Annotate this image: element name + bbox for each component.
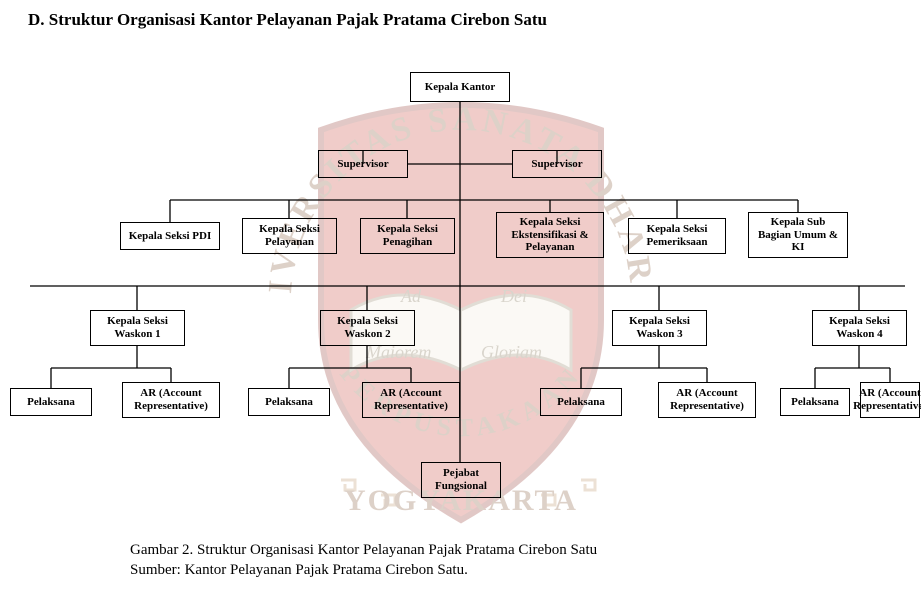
node-ar3: AR (Account Representative) bbox=[658, 382, 756, 418]
svg-text:Dei: Dei bbox=[500, 286, 527, 306]
node-waskon2: Kepala Seksi Waskon 2 bbox=[320, 310, 415, 346]
svg-text:Ad: Ad bbox=[400, 286, 422, 306]
node-waskon4: Kepala Seksi Waskon 4 bbox=[812, 310, 907, 346]
node-kepala-pdi: Kepala Seksi PDI bbox=[120, 222, 220, 250]
node-waskon1: Kepala Seksi Waskon 1 bbox=[90, 310, 185, 346]
node-ar4: AR (Account Representative) bbox=[860, 382, 920, 418]
section-heading: D. Struktur Organisasi Kantor Pelayanan … bbox=[28, 10, 547, 30]
node-ar2: AR (Account Representative) bbox=[362, 382, 460, 418]
node-kepala-pelayanan: Kepala Seksi Pelayanan bbox=[242, 218, 337, 254]
node-supervisor-l: Supervisor bbox=[318, 150, 408, 178]
node-kepala-eksten: Kepala Seksi Ekstensifikasi & Pelayanan bbox=[496, 212, 604, 258]
node-kepala-sub-umum: Kepala Sub Bagian Umum & KI bbox=[748, 212, 848, 258]
node-supervisor-r: Supervisor bbox=[512, 150, 602, 178]
node-pelaksana1: Pelaksana bbox=[10, 388, 92, 416]
caption-line-2: Sumber: Kantor Pelayanan Pajak Pratama C… bbox=[130, 562, 468, 578]
node-kepala-kantor: Kepala Kantor bbox=[410, 72, 510, 102]
svg-text:Gloriam: Gloriam bbox=[481, 342, 542, 362]
node-pelaksana3: Pelaksana bbox=[540, 388, 622, 416]
figure-caption: Gambar 2. Struktur Organisasi Kantor Pel… bbox=[130, 540, 597, 581]
node-waskon3: Kepala Seksi Waskon 3 bbox=[612, 310, 707, 346]
node-pelaksana2: Pelaksana bbox=[248, 388, 330, 416]
node-pejabat-fungsional: Pejabat Fungsional bbox=[421, 462, 501, 498]
node-kepala-penagihan: Kepala Seksi Penagihan bbox=[360, 218, 455, 254]
node-ar1: AR (Account Representative) bbox=[122, 382, 220, 418]
node-pelaksana4: Pelaksana bbox=[780, 388, 850, 416]
node-kepala-pemeriksaan: Kepala Seksi Pemeriksaan bbox=[628, 218, 726, 254]
caption-line-1: Gambar 2. Struktur Organisasi Kantor Pel… bbox=[130, 542, 597, 558]
